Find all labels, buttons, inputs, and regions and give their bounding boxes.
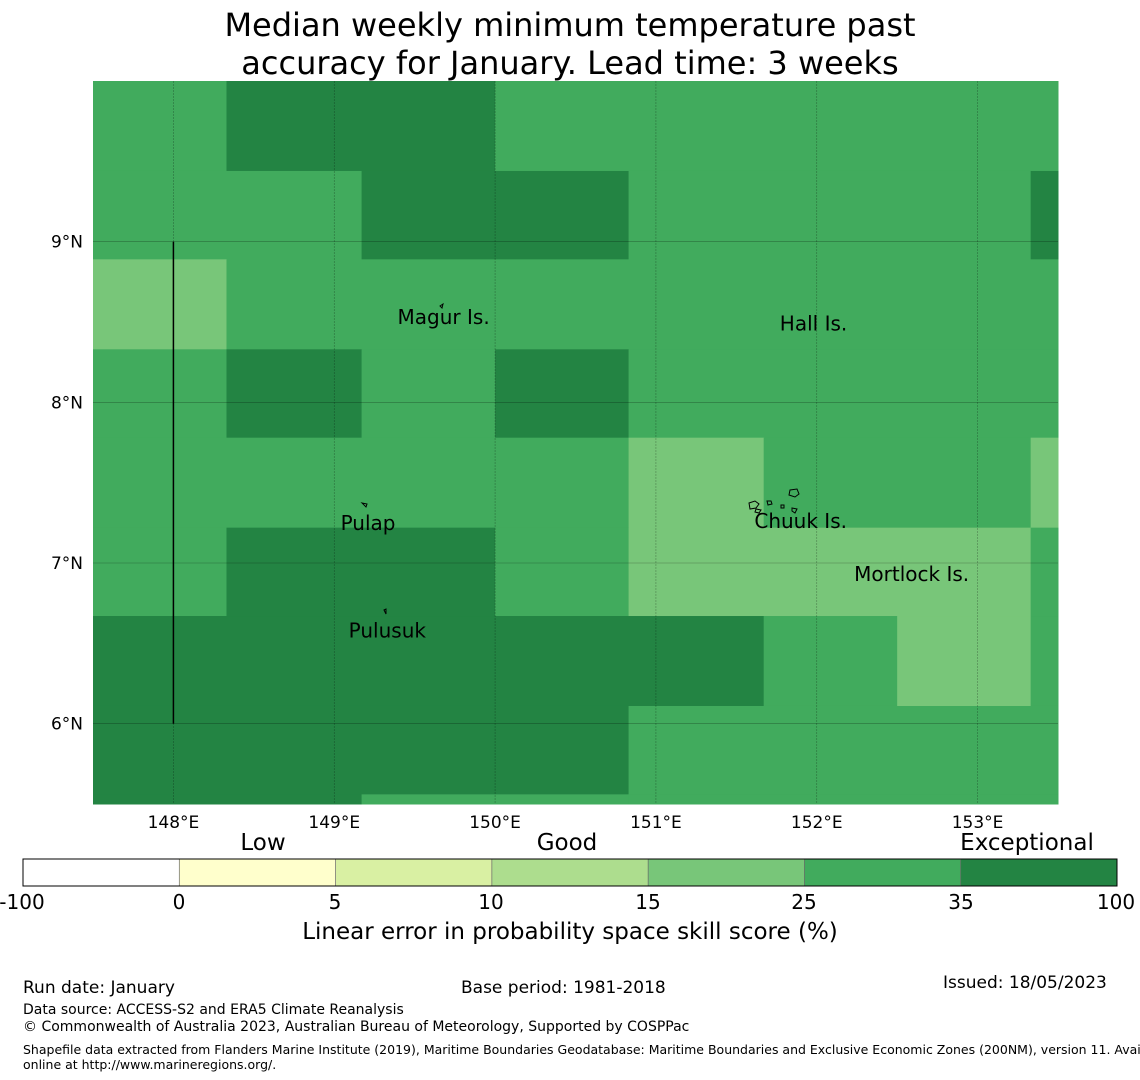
skill-cell bbox=[628, 527, 1032, 617]
skill-cell bbox=[93, 794, 363, 805]
latitude-tick-label: 9°N bbox=[51, 233, 83, 253]
island-outline bbox=[788, 488, 800, 498]
colorbar-category-exceptional: Exceptional bbox=[960, 830, 1094, 856]
island-outline bbox=[439, 302, 444, 309]
skill-cell bbox=[495, 81, 1059, 172]
skill-cell bbox=[226, 259, 1059, 350]
colorbar-tick-label: 15 bbox=[635, 890, 661, 914]
shapefile-credit-line2: online at http://www.marineregions.org/. bbox=[23, 1057, 277, 1072]
island-outline bbox=[780, 504, 785, 509]
colorbar-segment bbox=[960, 859, 1117, 886]
skill-grid bbox=[93, 81, 1059, 805]
issued-date: Issued: 18/05/2023 bbox=[943, 973, 1107, 993]
colorbar-segment bbox=[648, 859, 805, 886]
colorbar bbox=[22, 858, 1118, 887]
skill-cell bbox=[93, 170, 363, 260]
skill-cell bbox=[1030, 170, 1059, 260]
skill-cell bbox=[93, 81, 227, 172]
colorbar-tick-label: 10 bbox=[478, 890, 504, 914]
longitude-tick-label: 151°E bbox=[630, 813, 682, 833]
colorbar-segment bbox=[804, 859, 961, 886]
island-outline bbox=[754, 508, 762, 514]
place-label: Pulap bbox=[341, 511, 396, 535]
shapefile-credit-line1: Shapefile data extracted from Flanders M… bbox=[23, 1042, 1140, 1057]
colorbar-segment bbox=[491, 859, 649, 886]
skill-cell bbox=[628, 705, 1059, 795]
colorbar-tick-label: 35 bbox=[948, 890, 974, 914]
skill-cell bbox=[628, 170, 1032, 260]
skill-cell bbox=[628, 794, 1059, 805]
longitude-tick-label: 149°E bbox=[308, 813, 360, 833]
skill-cell bbox=[1030, 527, 1059, 617]
skill-cell bbox=[93, 705, 630, 795]
skill-cell bbox=[361, 170, 630, 260]
colorbar-segment bbox=[179, 859, 336, 886]
chart-title-line1: Median weekly minimum temperature past bbox=[224, 6, 916, 44]
colorbar-axis-label: Linear error in probability space skill … bbox=[302, 919, 838, 945]
latitude-tick-label: 7°N bbox=[51, 554, 83, 574]
island-outline bbox=[748, 500, 760, 510]
skill-cell bbox=[361, 794, 630, 805]
colorbar-tick-label: -100 bbox=[0, 890, 45, 914]
longitude-tick-label: 153°E bbox=[952, 813, 1004, 833]
place-label: Magur Is. bbox=[398, 305, 490, 329]
skill-cell bbox=[897, 616, 1032, 707]
island-outline bbox=[360, 502, 368, 508]
skill-cell bbox=[1030, 437, 1059, 529]
colorbar-tick-label: 5 bbox=[328, 890, 342, 914]
place-labels: Magur Is. Hall Is. Pulap Chuuk Is. Mortlock … bbox=[341, 305, 970, 642]
colorbar-frame bbox=[22, 858, 1118, 887]
colorbar-tick-label: 100 bbox=[1096, 890, 1136, 914]
skill-cell bbox=[495, 349, 630, 439]
longitude-tick-label: 150°E bbox=[469, 813, 521, 833]
island-outline bbox=[766, 500, 773, 506]
skill-cell bbox=[628, 349, 1059, 439]
colorbar-category-good: Good bbox=[536, 830, 598, 856]
skill-cell bbox=[226, 81, 496, 172]
longitude-tick-label: 152°E bbox=[791, 813, 843, 833]
skill-cell bbox=[226, 527, 496, 617]
longitude-tick-label: 148°E bbox=[148, 813, 200, 833]
place-label: Chuuk Is. bbox=[754, 509, 847, 533]
place-label: Hall Is. bbox=[780, 312, 847, 336]
skill-cell bbox=[628, 437, 765, 529]
skill-cell bbox=[763, 437, 1032, 529]
place-label: Pulusuk bbox=[349, 618, 427, 642]
island-outline bbox=[791, 507, 798, 514]
colorbar-tick-label: 0 bbox=[172, 890, 186, 914]
skill-cell bbox=[93, 437, 630, 529]
place-label: Mortlock Is. bbox=[854, 562, 969, 586]
colorbar-segment bbox=[23, 859, 180, 886]
colorbar-category-low: Low bbox=[240, 830, 286, 856]
skill-cell bbox=[361, 349, 496, 439]
latitude-tick-label: 8°N bbox=[51, 393, 83, 413]
chart-title-line2: accuracy for January. Lead time: 3 weeks bbox=[241, 44, 899, 82]
axis-labels: 148°E 149°E 150°E 151°E 152°E 153°E 6°N 7°N 8°N 9… bbox=[51, 233, 1003, 833]
skill-cell bbox=[1030, 616, 1059, 707]
graticule bbox=[93, 81, 1058, 804]
colorbar-segment bbox=[335, 859, 492, 886]
skill-cell bbox=[226, 349, 363, 439]
data-source: Data source: ACCESS-S2 and ERA5 Climate … bbox=[23, 1002, 404, 1018]
colorbar-tick-label: 25 bbox=[791, 890, 817, 914]
skill-cell bbox=[763, 616, 898, 707]
island-outline bbox=[383, 608, 387, 615]
skill-cell bbox=[93, 527, 227, 617]
run-date: Run date: January bbox=[23, 978, 175, 998]
skill-cell bbox=[495, 527, 630, 617]
skill-cell bbox=[93, 616, 765, 707]
base-period: Base period: 1981-2018 bbox=[461, 978, 666, 998]
copyright: © Commonwealth of Australia 2023, Austra… bbox=[23, 1019, 690, 1035]
island-outlines bbox=[360, 302, 800, 615]
skill-cell bbox=[93, 259, 227, 350]
skill-cell bbox=[93, 349, 227, 439]
latitude-tick-label: 6°N bbox=[51, 715, 83, 735]
